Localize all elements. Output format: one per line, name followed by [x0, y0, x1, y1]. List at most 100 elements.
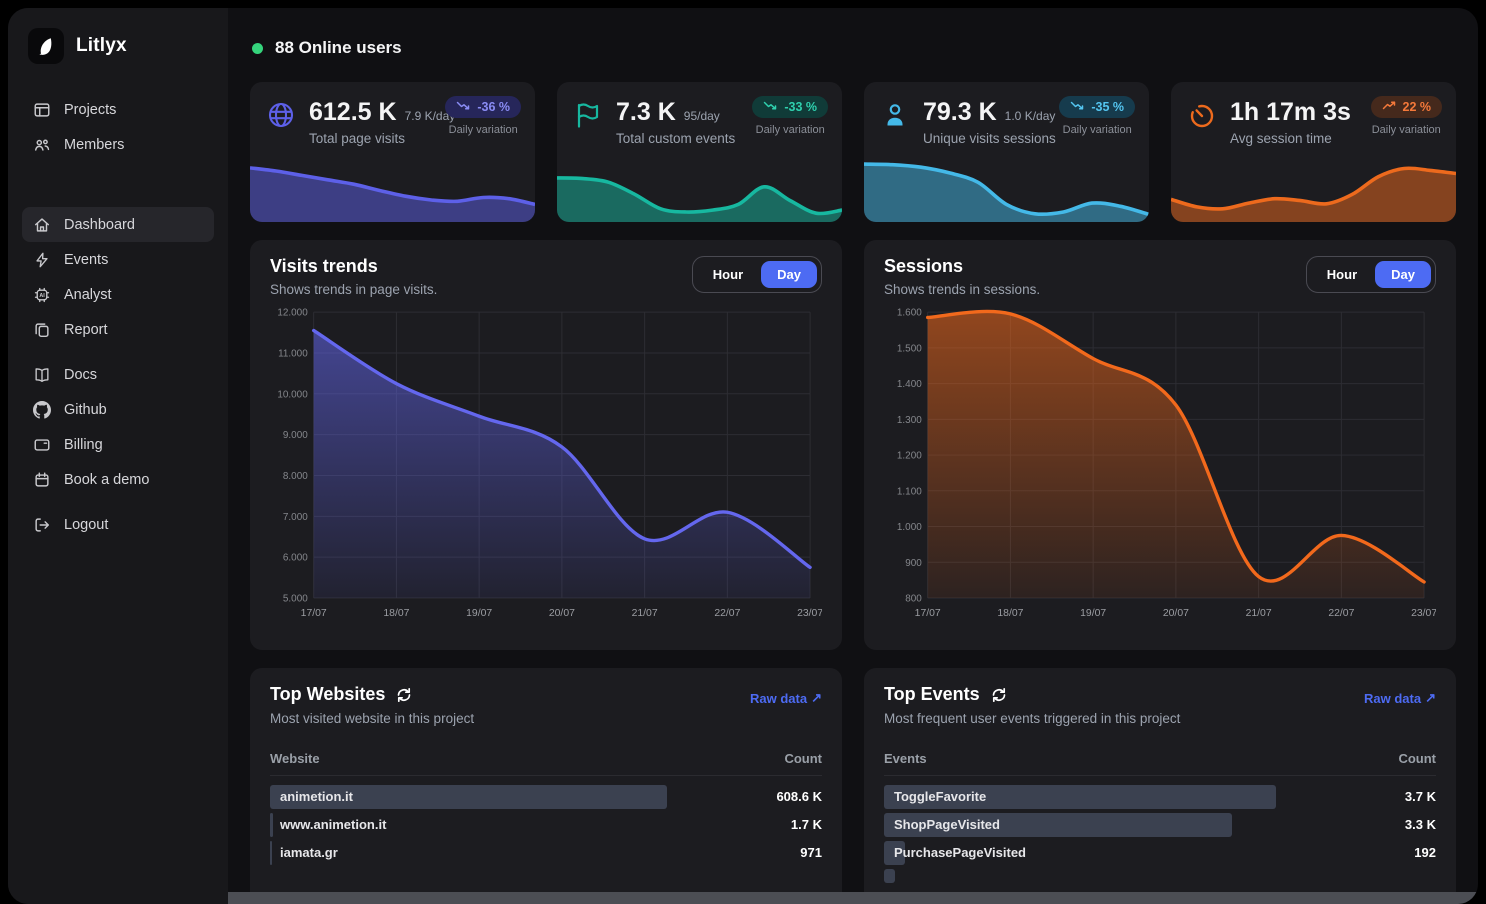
svg-text:17/07: 17/07 [301, 608, 327, 619]
row-count: 971 [800, 841, 822, 865]
svg-text:AI: AI [39, 293, 45, 299]
sidebar-item-report[interactable]: Report [22, 312, 214, 347]
sidebar-item-members[interactable]: Members [22, 127, 214, 162]
sparkline-chart [864, 148, 1149, 222]
refresh-button[interactable] [396, 687, 412, 703]
refresh-button[interactable] [991, 687, 1007, 703]
svg-text:800: 800 [905, 594, 922, 605]
app-window: Litlyx Projects Members Dashboard Events… [8, 8, 1478, 904]
stat-rate: 95/day [684, 109, 720, 123]
row-label: PurchasePageVisited [884, 841, 1026, 865]
sidebar-item-docs[interactable]: Docs [22, 357, 214, 392]
row-count: 1.7 K [791, 813, 822, 837]
row-count: 192 [1414, 841, 1436, 865]
hour-toggle-button[interactable]: Hour [1311, 261, 1373, 288]
online-users-label: 88 Online users [275, 38, 402, 58]
sidebar-item-label: Logout [64, 517, 108, 533]
daily-variation-badge: -35 % [1059, 96, 1135, 118]
logout-icon [33, 516, 51, 534]
table-subtitle: Most frequent user events triggered in t… [884, 711, 1436, 726]
sidebar-item-logout[interactable]: Logout [22, 507, 214, 542]
table-title: Top Events [884, 684, 980, 705]
svg-text:18/07: 18/07 [997, 608, 1023, 619]
svg-text:19/07: 19/07 [1080, 608, 1106, 619]
hour-day-toggle: Hour Day [1306, 256, 1436, 293]
column-header: Events [884, 751, 927, 766]
sidebar-item-projects[interactable]: Projects [22, 92, 214, 127]
table-row[interactable]: iamata.gr 971 [270, 841, 822, 865]
sidebar-item-label: Analyst [64, 287, 112, 303]
sidebar-item-events[interactable]: Events [22, 242, 214, 277]
flag-icon [573, 98, 603, 146]
stat-label: Avg session time [1230, 131, 1351, 146]
stat-value: 612.5 K [309, 98, 397, 127]
brand: Litlyx [22, 24, 214, 64]
table-row[interactable]: ToggleFavorite 3.7 K [884, 785, 1436, 809]
column-header: Website [270, 751, 320, 766]
svg-text:21/07: 21/07 [1246, 608, 1272, 619]
table-row[interactable]: PurchasePageVisited 192 [884, 841, 1436, 865]
hour-day-toggle: Hour Day [692, 256, 822, 293]
globe-icon [266, 98, 296, 146]
svg-text:1.000: 1.000 [897, 522, 922, 533]
refresh-icon [991, 687, 1007, 703]
svg-text:22/07: 22/07 [714, 608, 740, 619]
row-label: animetion.it [270, 785, 353, 809]
daily-variation-badge: 22 % [1371, 96, 1443, 118]
sessions-chart: 8009001.0001.1001.2001.3001.4001.5001.60… [884, 303, 1436, 625]
docs-icon [33, 366, 51, 384]
row-count: 608.6 K [776, 785, 822, 809]
app-title: Litlyx [76, 35, 127, 57]
svg-text:6.000: 6.000 [283, 553, 308, 564]
svg-text:1.500: 1.500 [897, 343, 922, 354]
litlyx-logo-icon [28, 28, 64, 64]
svg-text:5.000: 5.000 [283, 594, 308, 605]
horizontal-scrollbar[interactable] [228, 892, 1478, 904]
sidebar-item-label: Billing [64, 437, 103, 453]
sidebar-item-billing[interactable]: Billing [22, 427, 214, 462]
sessions-card: Sessions Shows trends in sessions. Hour … [864, 240, 1456, 650]
calendar-icon [33, 471, 51, 489]
analyst-icon: AI [33, 286, 51, 304]
visits-trends-chart: 5.0006.0007.0008.0009.00010.00011.00012.… [270, 303, 822, 625]
external-arrow-icon: ↗ [1425, 690, 1436, 706]
table-row[interactable]: animetion.it 608.6 K [270, 785, 822, 809]
row-label: www.animetion.it [270, 813, 386, 837]
stat-value: 1h 17m 3s [1230, 98, 1351, 127]
chart-title: Visits trends [270, 256, 437, 277]
billing-icon [33, 436, 51, 454]
total-page-visits-card: 612.5 K 7.9 K/day Total page visits -36 … [250, 82, 535, 222]
sidebar-item-book-demo[interactable]: Book a demo [22, 462, 214, 497]
divider [884, 775, 1436, 776]
table-row[interactable]: ShopPageVisited 3.3 K [884, 813, 1436, 837]
svg-text:12.000: 12.000 [277, 308, 308, 319]
sidebar-item-label: Projects [64, 102, 116, 118]
sidebar: Litlyx Projects Members Dashboard Events… [8, 8, 228, 904]
stat-value: 7.3 K [616, 98, 676, 127]
table-subtitle: Most visited website in this project [270, 711, 822, 726]
events-table-rows: ToggleFavorite 3.7 K ShopPageVisited 3.3… [884, 785, 1436, 883]
sidebar-item-analyst[interactable]: AI Analyst [22, 277, 214, 312]
day-toggle-button[interactable]: Day [761, 261, 817, 288]
svg-text:20/07: 20/07 [549, 608, 575, 619]
dashboard-icon [33, 216, 51, 234]
sidebar-item-github[interactable]: Github [22, 392, 214, 427]
report-icon [33, 321, 51, 339]
svg-text:20/07: 20/07 [1163, 608, 1189, 619]
external-arrow-icon: ↗ [811, 690, 822, 706]
chart-title: Sessions [884, 256, 1040, 277]
chart-subtitle: Shows trends in page visits. [270, 282, 437, 297]
sidebar-item-label: Dashboard [64, 217, 135, 233]
column-header: Count [1398, 751, 1436, 766]
trend-down-icon [1070, 100, 1084, 114]
raw-data-link[interactable]: Raw data↗ [750, 690, 822, 706]
table-row[interactable]: www.animetion.it 1.7 K [270, 813, 822, 837]
sidebar-item-dashboard[interactable]: Dashboard [22, 207, 214, 242]
stat-label: Total custom events [616, 131, 735, 146]
sparkline-chart [557, 148, 842, 222]
stat-value: 79.3 K [923, 98, 997, 127]
svg-text:22/07: 22/07 [1328, 608, 1354, 619]
day-toggle-button[interactable]: Day [1375, 261, 1431, 288]
hour-toggle-button[interactable]: Hour [697, 261, 759, 288]
raw-data-link[interactable]: Raw data↗ [1364, 690, 1436, 706]
